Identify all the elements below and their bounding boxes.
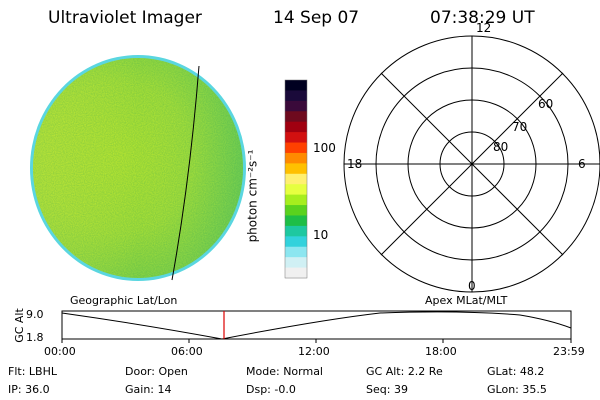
polar-caption: Apex MLat/MLT [425, 294, 508, 307]
colorbar-band [285, 121, 307, 133]
colorbar-band [285, 100, 307, 112]
time-label: 07:38:29 UT [430, 8, 535, 28]
image-caption: Geographic Lat/Lon [70, 294, 178, 307]
colorbar-band [285, 246, 307, 258]
x-label-1200: 12:00 [298, 345, 330, 358]
colorbar-band [285, 163, 307, 175]
status-ip: IP: 36.0 [8, 383, 50, 396]
x-label-2359: 23:59 [553, 345, 585, 358]
status-glat: GLat: 48.2 [487, 365, 545, 378]
colorbar-band [285, 90, 307, 102]
colorbar-tick-10: 10 [313, 228, 329, 242]
strip-frame [61, 310, 572, 340]
status-door: Door: Open [125, 365, 188, 378]
status-mode: Mode: Normal [246, 365, 323, 378]
status-seq: Seq: 39 [366, 383, 408, 396]
instrument-title: Ultraviolet Imager [48, 8, 202, 28]
status-gain: Gain: 14 [125, 383, 172, 396]
mlat-label-80: 80 [493, 140, 509, 154]
x-label-0600: 06:00 [171, 345, 203, 358]
colorbar-band [285, 194, 307, 206]
status-dsp: Dsp: -0.0 [246, 383, 296, 396]
polar-diagonal-2 [380, 72, 564, 256]
colorbar-band [285, 152, 307, 164]
colorbar-band [285, 205, 307, 217]
colorbar-band [285, 132, 307, 144]
colorbar-band [285, 142, 307, 154]
mlt-label-6: 6 [578, 157, 586, 171]
altitude-curve [61, 311, 572, 340]
gc-alt-axis-label: GC Alt [12, 308, 26, 343]
status-glon: GLon: 35.5 [487, 383, 547, 396]
colorbar-band [285, 225, 307, 237]
y-tick-max: 9.0 [26, 308, 44, 321]
colorbar-band [285, 215, 307, 227]
status-gc-alt: GC Alt: 2.2 Re [366, 365, 443, 378]
colorbar-band [285, 267, 307, 279]
disk-noise [33, 58, 243, 278]
colorbar [285, 80, 307, 279]
mlt-label-0: 0 [468, 279, 476, 293]
mlat-label-60: 60 [538, 97, 554, 111]
x-label-1800: 18:00 [425, 345, 457, 358]
colorbar-frame [284, 79, 308, 279]
colorbar-band [285, 80, 307, 92]
colorbar-band [285, 111, 307, 123]
colorbar-tick-100: 100 [313, 141, 336, 155]
colorbar-band [285, 236, 307, 248]
colorbar-band [285, 173, 307, 185]
date-label: 14 Sep 07 [273, 8, 360, 28]
x-label-0000: 00:00 [44, 345, 76, 358]
polar-plot [343, 35, 600, 293]
uv-image-panel [30, 55, 246, 281]
colorbar-band [285, 257, 307, 269]
mlt-label-18: 18 [347, 157, 363, 171]
y-tick-min: 1.8 [26, 331, 44, 344]
mlt-label-12: 12 [476, 21, 492, 35]
colorbar-band [285, 184, 307, 196]
mlat-label-70: 70 [512, 120, 528, 134]
altitude-strip [61, 310, 572, 343]
colorbar-unit-label: photon cm⁻²s⁻¹ [245, 149, 260, 243]
status-filter: Flt: LBHL [8, 365, 57, 378]
terminator-line [171, 65, 200, 281]
